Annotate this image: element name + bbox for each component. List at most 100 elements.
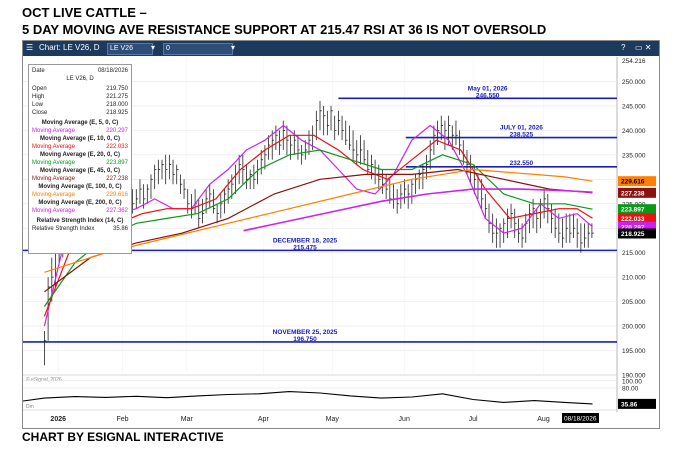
sr-label-date: JULY 01, 2026 xyxy=(500,125,543,132)
x-tick-label: Feb xyxy=(116,416,128,423)
rsi-line xyxy=(23,391,593,405)
low-value: 218.000 xyxy=(106,102,128,108)
y-tick-label: 215.000 xyxy=(622,250,646,257)
x-tick-label: Aug xyxy=(537,416,550,423)
data-row-high: High 221.275 xyxy=(32,94,128,102)
value-tag-text: 227.238 xyxy=(621,190,645,197)
ma45-title: Moving Average (E, 45, 0, C) xyxy=(40,168,120,174)
ma-line xyxy=(43,149,593,307)
ma-line xyxy=(43,134,593,317)
y-tick-label: 240.000 xyxy=(622,128,646,135)
rsi-title: Relative Strength Index (14, C) xyxy=(36,218,124,224)
ma200-label: Moving Average xyxy=(32,208,75,214)
help-icon[interactable]: ? xyxy=(621,43,626,52)
sr-label-value: 215.475 xyxy=(293,244,317,251)
symbol-input[interactable]: LE V26 xyxy=(107,43,153,55)
ma45-value: 227.238 xyxy=(106,176,128,182)
ma45-label: Moving Average xyxy=(32,176,75,182)
x-tick-label: Mar xyxy=(181,416,194,423)
ma20-label: Moving Average xyxy=(32,160,75,166)
value-tag-text: 223.897 xyxy=(621,207,645,214)
rsi-tick-label: 100.00 xyxy=(622,378,642,385)
window-controls[interactable]: ▭ ✕ xyxy=(635,43,652,52)
date-tag-text: 08/18/2026 xyxy=(564,416,597,423)
ma100-value: 229.616 xyxy=(106,192,128,198)
x-tick-label: Apr xyxy=(258,416,270,423)
data-row-ma10: Moving Average 222.033 xyxy=(32,144,128,152)
ma200-title: Moving Average (E, 200, 0, C) xyxy=(38,200,122,206)
value-tag xyxy=(618,221,656,232)
x-tick-label: 2026 xyxy=(50,416,66,423)
value-tag-text: 218.925 xyxy=(621,231,645,238)
chart-credit: CHART BY ESIGNAL INTERACTIVE xyxy=(22,430,224,444)
ma5-title: Moving Average (E, 5, 0, C) xyxy=(41,120,119,126)
rsi-label: Relative Strength Index xyxy=(32,226,95,232)
y-tick-label: 210.000 xyxy=(622,275,646,282)
data-row-ma100: Moving Average 229.616 xyxy=(32,192,128,200)
chart-menu-icon[interactable]: ☰ xyxy=(26,43,34,52)
sr-label-value: 196.750 xyxy=(293,336,317,343)
ma100-title: Moving Average (E, 100, 0, C) xyxy=(38,184,122,190)
y-tick-label: 245.000 xyxy=(622,103,646,110)
ma-line xyxy=(44,168,593,273)
value-tag xyxy=(618,204,656,215)
y-tick-label: 200.000 xyxy=(622,324,646,331)
sr-label-value: 246.550 xyxy=(476,92,500,99)
watermark: © eSignal, 2026 xyxy=(26,376,62,383)
value-tag xyxy=(618,187,656,198)
data-row-rsi: Relative Strength Index 35.86 xyxy=(32,226,128,234)
data-window: Date 08/18/2026 LE V26, D Open 219.750 H… xyxy=(28,64,132,254)
y-top-label: 254.216 xyxy=(622,58,646,65)
rsi-value-tag xyxy=(618,398,656,409)
x-tick-label: May xyxy=(326,416,340,423)
high-label: High xyxy=(32,94,45,100)
low-label: Low xyxy=(32,102,44,108)
chart-title: OCT LIVE CATTLE – xyxy=(22,5,147,20)
close-value: 218.925 xyxy=(106,110,128,116)
ma20-value: 223.897 xyxy=(106,160,128,166)
data-row-low: Low 218.000 xyxy=(32,102,128,110)
y-tick-label: 195.000 xyxy=(622,348,646,355)
value-tag-text: 222.033 xyxy=(621,216,645,223)
x-tick-label: Jul xyxy=(469,416,478,423)
data-row-date: Date 08/18/2026 xyxy=(32,68,128,76)
open-value: 219.750 xyxy=(106,86,128,92)
data-row-close: Close 218.925 xyxy=(32,110,128,118)
interval-dropdown-icon[interactable]: ▾ xyxy=(231,43,236,52)
chart-window: 190.000 195.000 200.000 205.000 210.000 215.0… xyxy=(22,40,660,429)
y-tick-label: 190.000 xyxy=(622,373,646,380)
rsi-value-text: 35.86 xyxy=(621,401,638,408)
dm-label: Dm xyxy=(26,404,34,410)
chart-subtitle: 5 DAY MOVING AVE RESISTANCE SUPPORT AT 2… xyxy=(22,22,547,37)
date-label: Date xyxy=(32,68,45,74)
value-tag-text: 229.616 xyxy=(621,179,645,186)
high-value: 221.275 xyxy=(106,94,128,100)
ma10-value: 222.033 xyxy=(106,144,128,150)
value-tag xyxy=(618,228,656,239)
sr-label-date: May 01, 2026 xyxy=(468,85,508,92)
link-icon[interactable]: ▾ xyxy=(151,43,156,52)
ma20-title: Moving Average (E, 20, 0, C) xyxy=(40,152,120,158)
data-row-ma200: Moving Average 227.362 xyxy=(32,208,128,216)
data-row-open: Open 219.750 xyxy=(32,86,128,94)
rsi-tick-label: 80.00 xyxy=(622,386,639,393)
sr-label-date: DECEMBER 18, 2025 xyxy=(273,237,338,244)
ma-line xyxy=(243,188,593,232)
value-tag-text: 220.297 xyxy=(621,224,645,231)
data-row-ma45: Moving Average 227.238 xyxy=(32,176,128,184)
ma5-label: Moving Average xyxy=(32,128,75,134)
value-tag xyxy=(618,176,656,187)
ma10-title: Moving Average (E, 10, 0, C) xyxy=(40,136,120,142)
sr-label-value: 238.525 xyxy=(510,132,534,139)
chart-toolbar: ☰ Chart: LE V26, D LE V26 ▾ 0 ▾ ? ▭ ✕ xyxy=(23,41,659,56)
ma200-value: 227.362 xyxy=(106,208,128,214)
rsi-value: 35.86 xyxy=(112,226,128,232)
interval-select[interactable]: 0 xyxy=(163,43,233,55)
y-tick-label: 250.000 xyxy=(622,79,646,86)
ma5-value: 220.297 xyxy=(106,128,128,134)
date-value: 08/18/2026 xyxy=(97,68,128,74)
value-tag xyxy=(618,213,656,224)
ma100-label: Moving Average xyxy=(32,192,75,198)
ma-line xyxy=(44,168,593,293)
sr-label-date: NOVEMBER 25, 2025 xyxy=(273,329,338,336)
